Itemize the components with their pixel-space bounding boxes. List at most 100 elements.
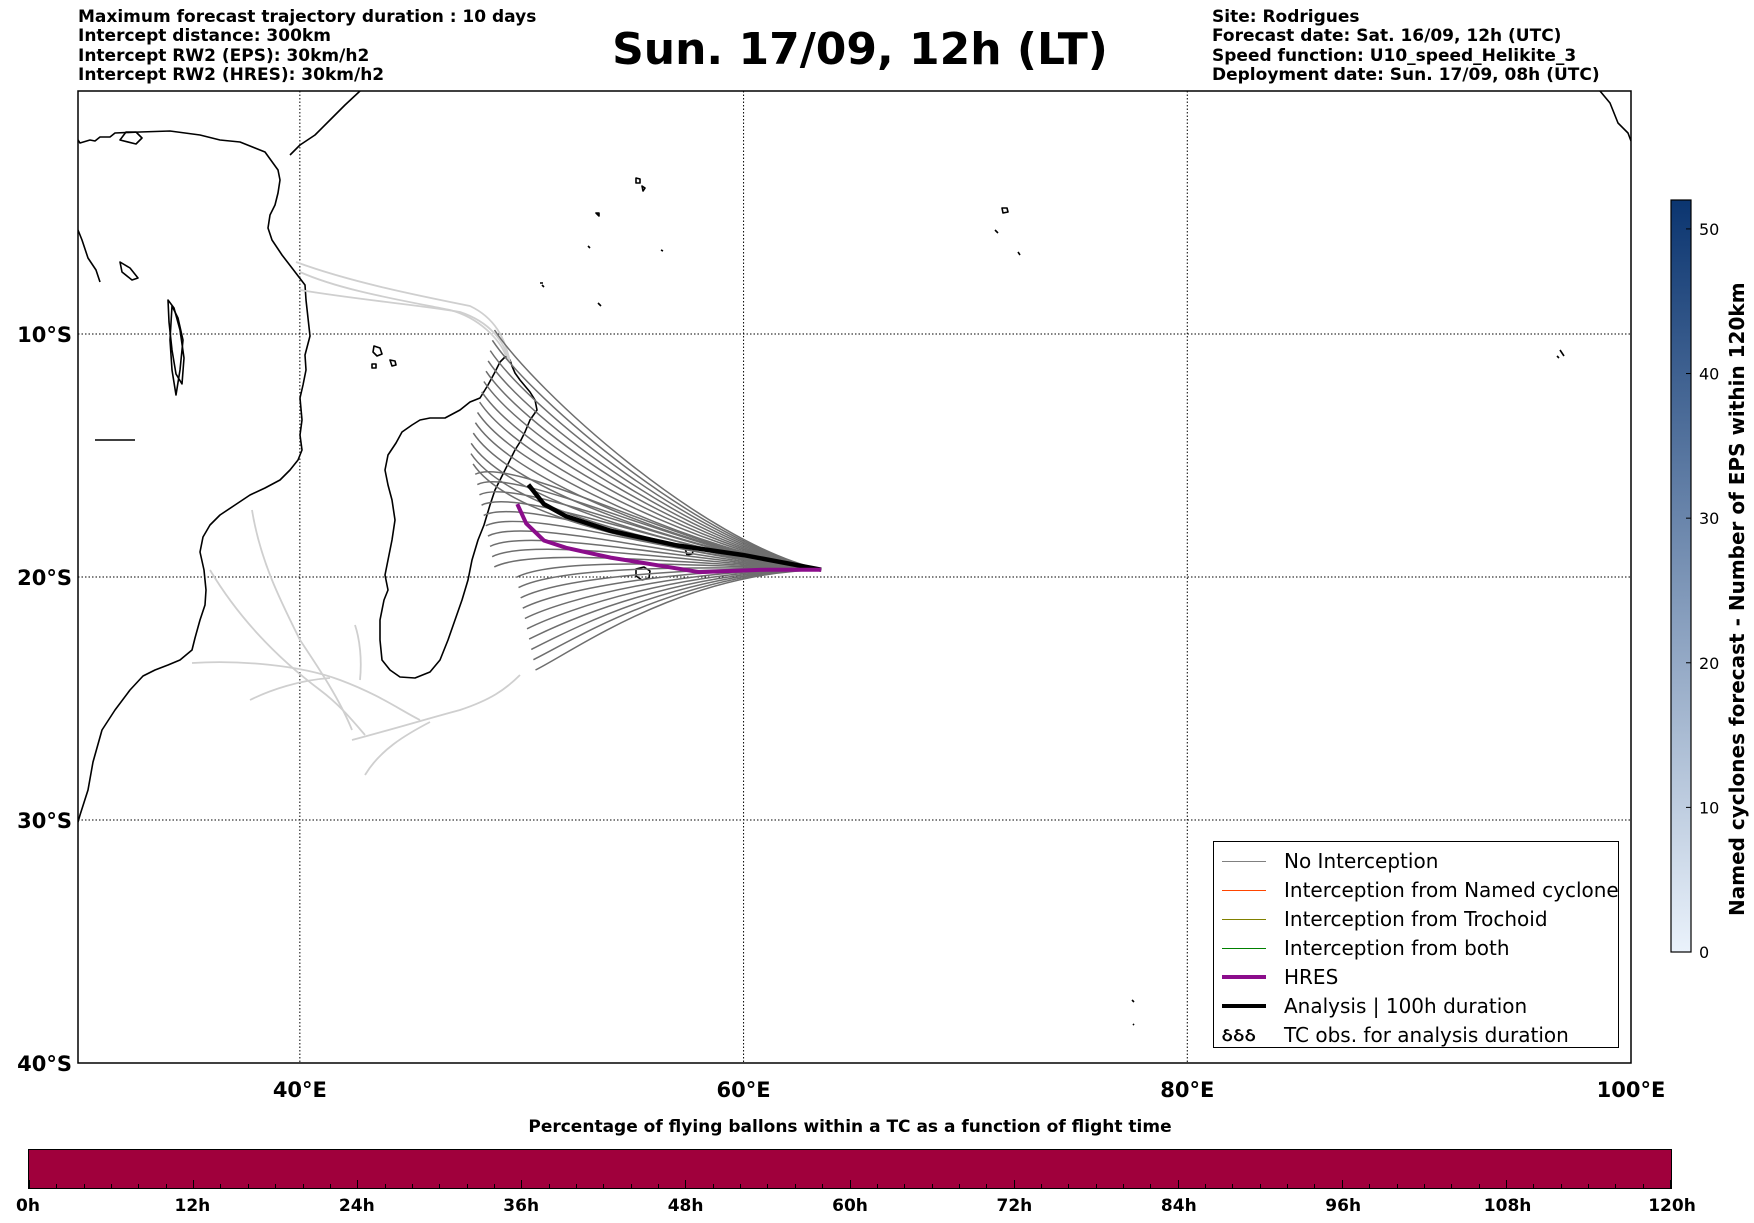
no-interception-trajectory [535,568,822,671]
timebar-tick [247,1184,249,1188]
timebar-tick [1615,1184,1617,1188]
australia-edge [1556,91,1631,359]
timebar-tick [849,1180,851,1188]
timebar-tick [1287,1184,1289,1188]
map-grid [78,91,1631,1063]
timebar-tick [1205,1184,1207,1188]
timebar-tick [1314,1184,1316,1188]
seychelles-islands [540,177,664,307]
timebar-tick [1341,1180,1343,1188]
colorbar-ticks: 0 10 20 30 40 50 [1686,220,1719,962]
hres-trajectory [515,503,822,575]
legend-swatch [1222,918,1266,920]
legend-label: HRES [1284,965,1339,989]
latitude-label: 30°S [17,809,72,833]
header-left-line: Intercept distance: 300km [78,26,331,47]
timebar-tick [986,1184,988,1188]
faded-trajectory [209,569,366,736]
timebar-tick [685,1180,687,1188]
comoros [371,345,397,369]
legend-item: Interception from Named cyclone [1222,877,1619,903]
header-right-line: Site: Rodrigues [1212,7,1360,27]
faded-trajectory [249,677,331,701]
faded-trajectory [351,674,521,741]
africa-coast [78,130,311,823]
header-right-line: Forecast date: Sat. 16/09, 12h (UTC) [1212,26,1562,47]
faded-trajectory [295,261,511,363]
header-right-line: Speed function: U10_speed_Helikite_3 [1212,45,1577,66]
header-left-line: Maximum forecast trajectory duration : 1… [78,7,537,27]
colorbar-tick-label: 40 [1699,365,1719,384]
faded-trajectory [299,271,507,357]
no-interception-trajectory [485,370,822,571]
longitude-label: 40°E [273,1078,327,1102]
timebar-tick [1040,1184,1042,1188]
timebar-label: 96h [1325,1196,1362,1216]
colorbar-tick-label: 20 [1699,654,1719,673]
faded-trajectory [354,624,362,681]
colorbar-title: Named cyclones forecast - Number of EPS … [1725,282,1749,916]
colorbar-tick-label: 10 [1699,798,1719,817]
longitude-labels: 40°E 60°E 80°E 100°E [273,1078,1666,1102]
timebar-tick [411,1184,413,1188]
no-interception-trajectory [481,391,822,571]
timebar-tick [1177,1180,1179,1188]
timebar-label: 108h [1483,1196,1532,1216]
longitude-label: 80°E [1160,1078,1214,1102]
legend-item-tc-obs: ઠઠઠ TC obs. for analysis duration [1222,1022,1569,1048]
timebar-tick [1259,1184,1261,1188]
colorbar-tick-label: 0 [1699,943,1709,962]
no-interception-trajectory [493,329,822,571]
timebar-label: 0h [16,1196,40,1216]
legend-swatch [1222,860,1266,862]
timebar-tick [493,1184,495,1188]
chagos-islands [994,207,1021,256]
timebar-tick [521,1180,523,1188]
header-left-info: Maximum forecast trajectory duration : 1… [78,7,537,85]
faded-trajectories [191,261,521,776]
legend-item: HRES [1222,964,1338,990]
latitude-labels: 10°S 20°S 30°S 40°S [17,323,72,1076]
timebar-tick [439,1184,441,1188]
legend-label: Interception from Named cyclone [1284,878,1619,902]
madagascar-coast [379,355,538,679]
latitude-label: 20°S [17,566,72,590]
timebar-label: 24h [338,1196,375,1216]
colorbar [1670,199,1692,953]
timebar-tick [931,1184,933,1188]
legend-swatch [1222,889,1266,891]
timebar-tick [603,1184,605,1188]
legend-item: Interception from both [1222,935,1510,961]
timebar-tick [876,1184,878,1188]
no-interception-trajectory [487,360,822,571]
timebar-tick [329,1184,331,1188]
timebar-tick [1232,1184,1234,1188]
zanzibar-pemba [119,261,184,396]
legend: No Interception Interception from Named c… [1213,841,1619,1048]
timebar-tick [302,1184,304,1188]
timebar-label: 48h [667,1196,704,1216]
no-interception-trajectory [491,548,822,571]
timebar-tick [165,1184,167,1188]
colorbar-tick-label: 30 [1699,509,1719,528]
timebar-tick [220,1184,222,1188]
timebar-tick [712,1184,714,1188]
timebar-tick [1396,1184,1398,1188]
timebar [28,1149,1672,1189]
timebar-label: 12h [174,1196,211,1216]
faded-trajectory [299,289,509,361]
timebar-tick [576,1184,577,1188]
timebar-label: 72h [996,1196,1033,1216]
timebar-tick [1013,1180,1015,1188]
header-left-line: Intercept RW2 (HRES): 30km/h2 [78,64,385,85]
timebar-tick [138,1184,140,1188]
timebar-tick [384,1184,386,1188]
timebar-tick [1150,1184,1152,1188]
timebar-tick [1505,1180,1507,1188]
timebar-title: Percentage of flying ballons within a TC… [528,1117,1172,1137]
timebar-label: 84h [1160,1196,1197,1216]
kerguelen-dots [1131,999,1135,1026]
timebar-tick [1451,1184,1453,1188]
timebar-tick [1642,1184,1644,1188]
